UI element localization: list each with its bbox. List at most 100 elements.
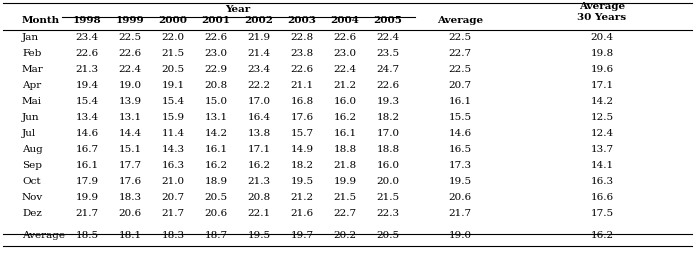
- Text: 22.6: 22.6: [204, 33, 227, 42]
- Text: 23.0: 23.0: [204, 49, 227, 58]
- Text: 22.6: 22.6: [118, 49, 142, 58]
- Text: 17.6: 17.6: [291, 113, 313, 122]
- Text: 22.8: 22.8: [291, 33, 313, 42]
- Text: 18.2: 18.2: [377, 113, 400, 122]
- Text: 20.8: 20.8: [204, 81, 227, 90]
- Text: 14.6: 14.6: [76, 129, 99, 138]
- Text: 14.6: 14.6: [448, 129, 472, 138]
- Text: 18.8: 18.8: [377, 145, 400, 154]
- Text: Average: Average: [437, 16, 483, 25]
- Text: 19.5: 19.5: [291, 177, 313, 186]
- Text: 21.3: 21.3: [76, 65, 99, 74]
- Text: 2003: 2003: [288, 16, 316, 25]
- Text: 19.3: 19.3: [377, 97, 400, 106]
- Text: 17.7: 17.7: [118, 161, 142, 170]
- Text: 1999: 1999: [115, 16, 145, 25]
- Text: 21.5: 21.5: [377, 193, 400, 202]
- Text: 22.9: 22.9: [204, 65, 227, 74]
- Text: 13.1: 13.1: [204, 113, 227, 122]
- Text: 16.0: 16.0: [377, 161, 400, 170]
- Text: 20.5: 20.5: [377, 231, 400, 240]
- Text: Sep: Sep: [22, 161, 42, 170]
- Text: 22.5: 22.5: [448, 65, 472, 74]
- Text: 20.7: 20.7: [448, 81, 472, 90]
- Text: 19.8: 19.8: [591, 49, 614, 58]
- Text: 16.2: 16.2: [591, 231, 614, 240]
- Text: 22.6: 22.6: [377, 81, 400, 90]
- Text: 18.7: 18.7: [204, 231, 227, 240]
- Text: 19.7: 19.7: [291, 231, 313, 240]
- Text: Month: Month: [22, 16, 60, 25]
- Text: 22.5: 22.5: [448, 33, 472, 42]
- Text: 16.2: 16.2: [334, 113, 357, 122]
- Text: 11.4: 11.4: [161, 129, 185, 138]
- Text: 23.8: 23.8: [291, 49, 313, 58]
- Text: 20.4: 20.4: [591, 33, 614, 42]
- Text: 17.9: 17.9: [76, 177, 99, 186]
- Text: 21.7: 21.7: [161, 209, 185, 218]
- Text: 2002: 2002: [245, 16, 274, 25]
- Text: 17.6: 17.6: [118, 177, 142, 186]
- Text: 20.6: 20.6: [118, 209, 142, 218]
- Text: 16.1: 16.1: [334, 129, 357, 138]
- Text: 16.8: 16.8: [291, 97, 313, 106]
- Text: 17.5: 17.5: [591, 209, 614, 218]
- Text: 21.7: 21.7: [448, 209, 472, 218]
- Text: 15.9: 15.9: [161, 113, 185, 122]
- Text: 12.5: 12.5: [591, 113, 614, 122]
- Text: 22.6: 22.6: [334, 33, 357, 42]
- Text: 22.4: 22.4: [377, 33, 400, 42]
- Text: 21.0: 21.0: [161, 177, 185, 186]
- Text: 19.5: 19.5: [247, 231, 270, 240]
- Text: 14.1: 14.1: [591, 161, 614, 170]
- Text: 19.4: 19.4: [76, 81, 99, 90]
- Text: 2001: 2001: [202, 16, 231, 25]
- Text: 19.5: 19.5: [448, 177, 472, 186]
- Text: 21.5: 21.5: [161, 49, 185, 58]
- Text: Year: Year: [225, 5, 250, 14]
- Text: 21.3: 21.3: [247, 177, 270, 186]
- Text: 20.0: 20.0: [377, 177, 400, 186]
- Text: 22.7: 22.7: [334, 209, 357, 218]
- Text: 17.1: 17.1: [247, 145, 270, 154]
- Text: 18.1: 18.1: [118, 231, 142, 240]
- Text: 20.8: 20.8: [247, 193, 270, 202]
- Text: 17.0: 17.0: [377, 129, 400, 138]
- Text: 2005: 2005: [374, 16, 402, 25]
- Text: 15.1: 15.1: [118, 145, 142, 154]
- Text: Jan: Jan: [22, 33, 39, 42]
- Text: 22.5: 22.5: [118, 33, 142, 42]
- Text: 19.6: 19.6: [591, 65, 614, 74]
- Text: 13.7: 13.7: [591, 145, 614, 154]
- Text: 20.5: 20.5: [161, 65, 185, 74]
- Text: 22.6: 22.6: [291, 65, 313, 74]
- Text: 16.5: 16.5: [448, 145, 472, 154]
- Text: 14.4: 14.4: [118, 129, 142, 138]
- Text: 21.6: 21.6: [291, 209, 313, 218]
- Text: Apr: Apr: [22, 81, 41, 90]
- Text: 18.3: 18.3: [118, 193, 142, 202]
- Text: 16.6: 16.6: [591, 193, 614, 202]
- Text: 13.8: 13.8: [247, 129, 270, 138]
- Text: 1998: 1998: [73, 16, 101, 25]
- Text: 16.1: 16.1: [76, 161, 99, 170]
- Text: 16.2: 16.2: [204, 161, 227, 170]
- Text: 13.9: 13.9: [118, 97, 142, 106]
- Text: 21.2: 21.2: [291, 193, 313, 202]
- Text: 19.0: 19.0: [448, 231, 472, 240]
- Text: Average: Average: [22, 231, 65, 240]
- Text: 21.4: 21.4: [247, 49, 270, 58]
- Text: 23.4: 23.4: [247, 65, 270, 74]
- Text: 19.0: 19.0: [118, 81, 142, 90]
- Text: 13.4: 13.4: [76, 113, 99, 122]
- Text: 14.2: 14.2: [591, 97, 614, 106]
- Text: Jun: Jun: [22, 113, 40, 122]
- Text: 19.1: 19.1: [161, 81, 185, 90]
- Text: 21.8: 21.8: [334, 161, 357, 170]
- Text: 16.7: 16.7: [76, 145, 99, 154]
- Text: 15.4: 15.4: [161, 97, 185, 106]
- Text: Oct: Oct: [22, 177, 40, 186]
- Text: 14.3: 14.3: [161, 145, 185, 154]
- Text: Average: Average: [579, 2, 625, 11]
- Text: 20.7: 20.7: [161, 193, 185, 202]
